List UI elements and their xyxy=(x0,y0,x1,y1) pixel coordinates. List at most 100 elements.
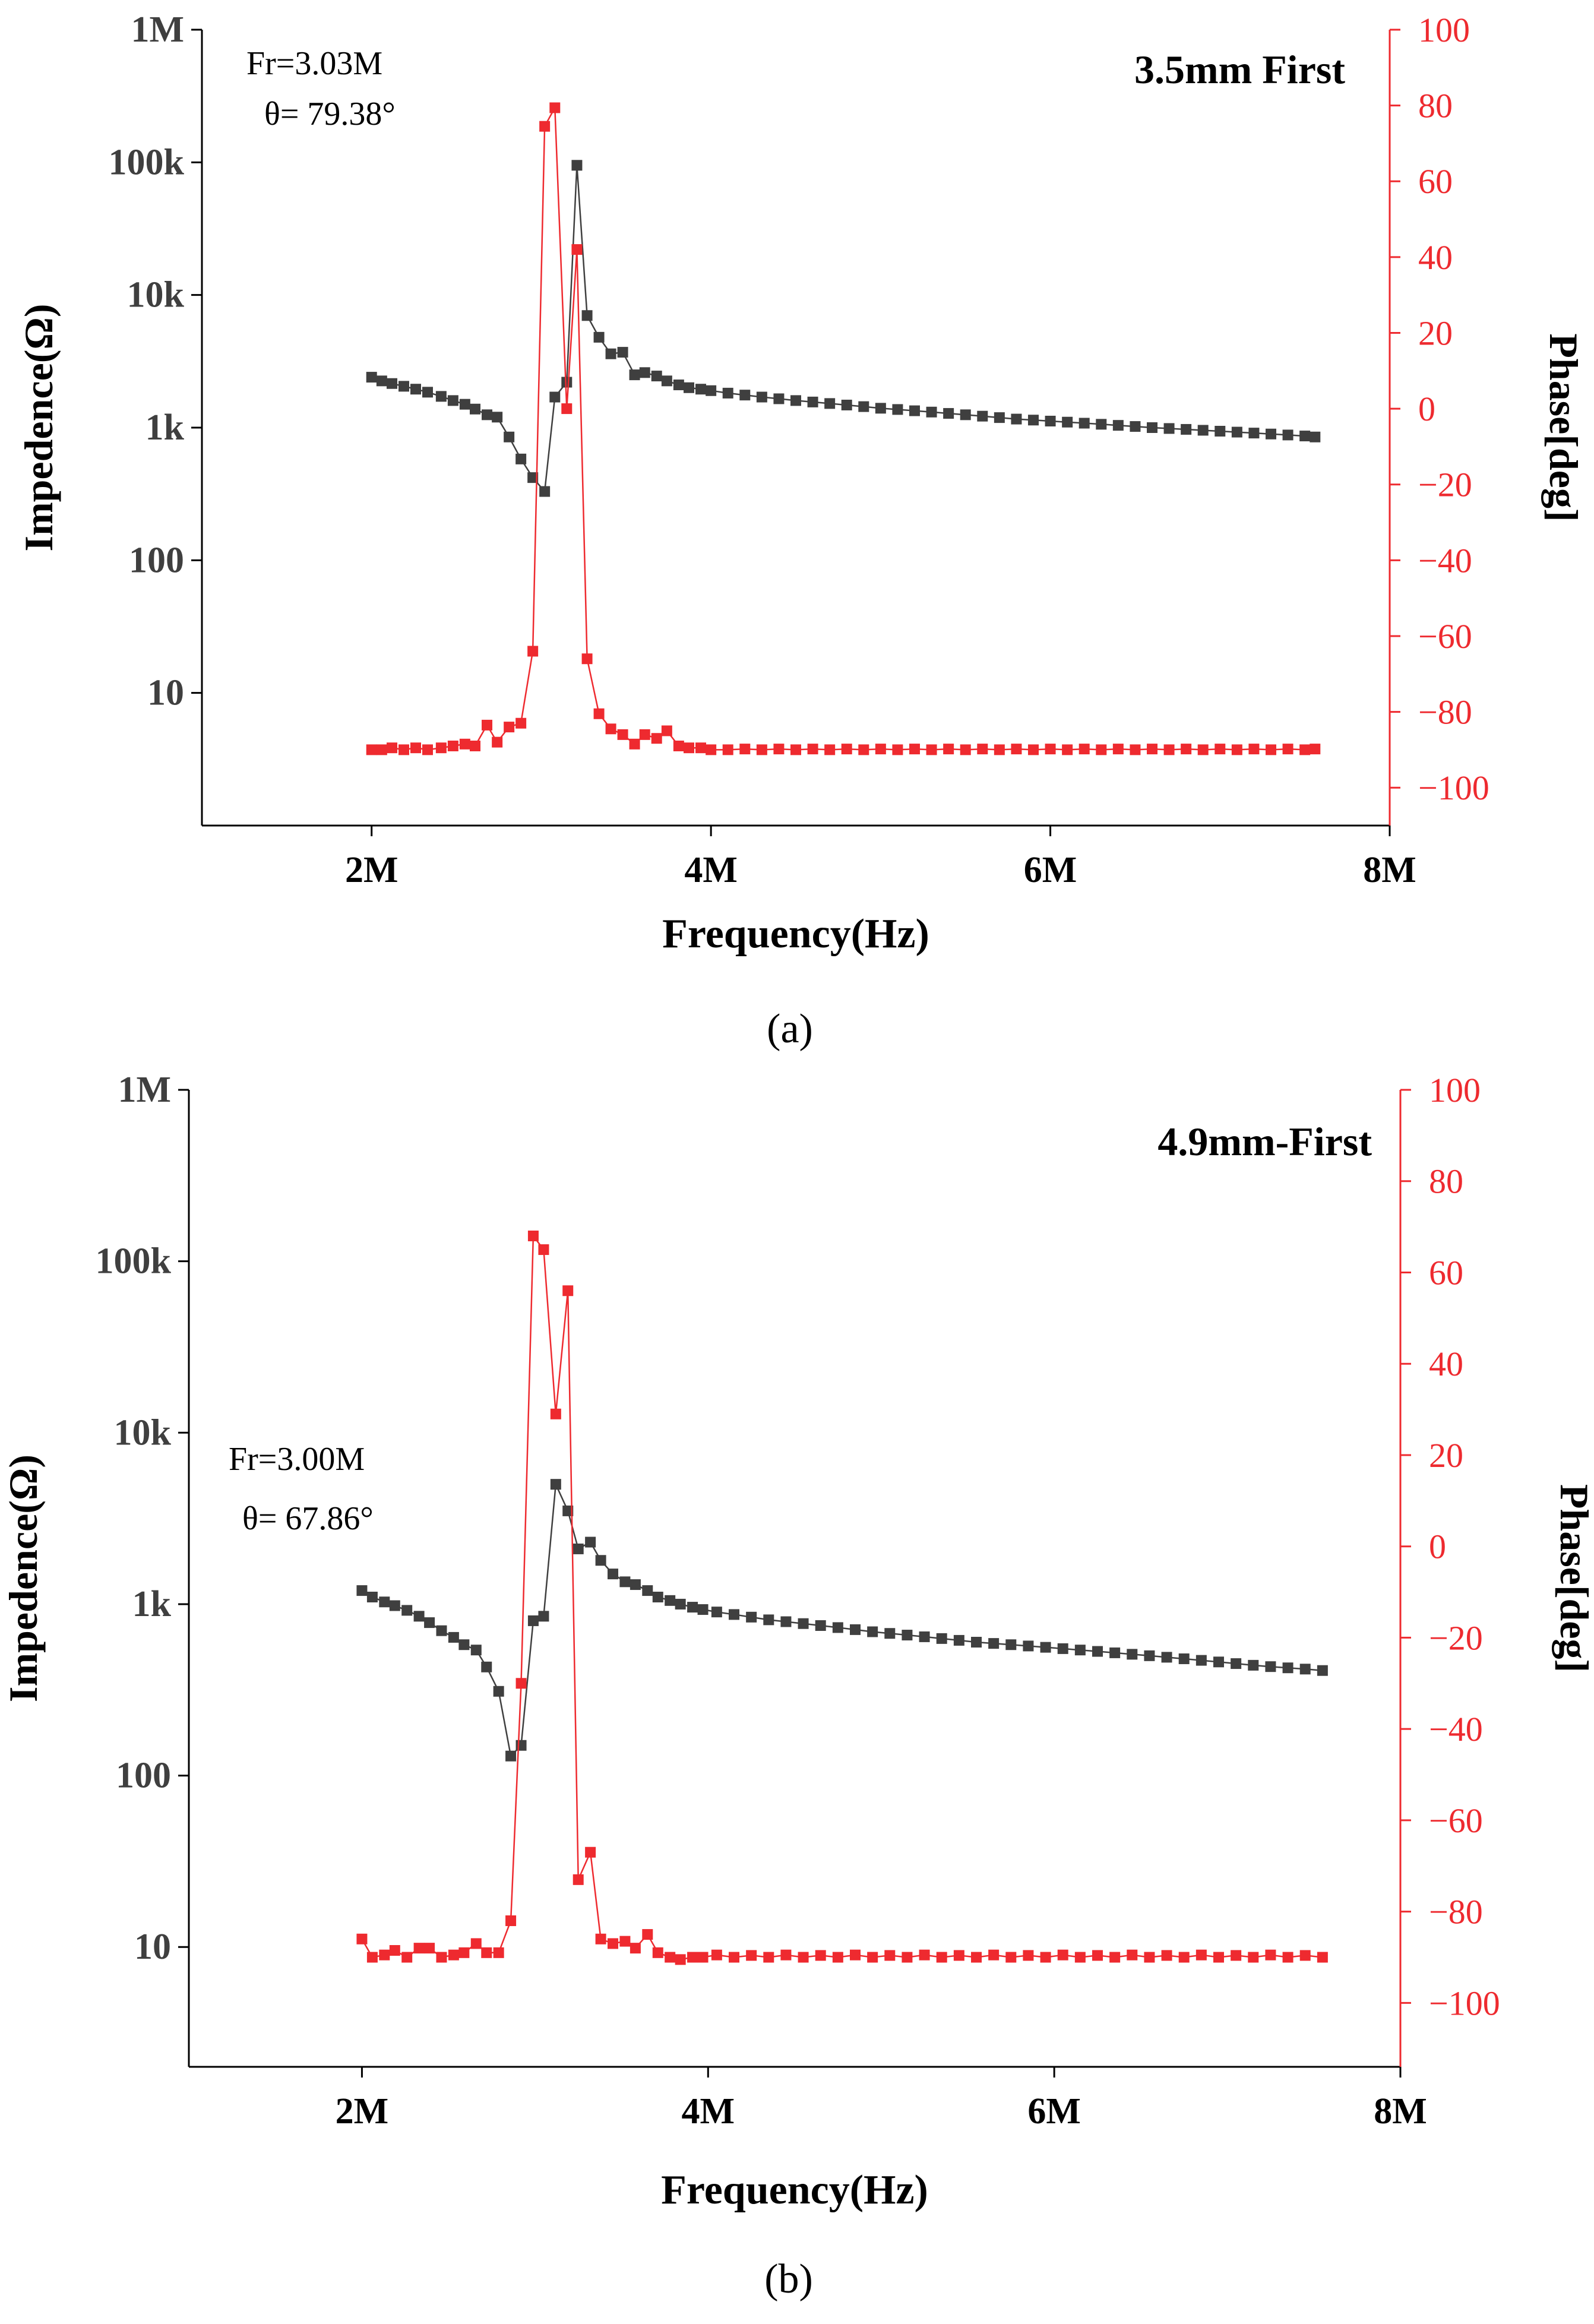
y-right-axis-label: Phase[deg] xyxy=(1541,333,1586,521)
impedance-data-point xyxy=(1282,1662,1293,1674)
impedance-data-point xyxy=(1127,1649,1138,1660)
phase-data-point xyxy=(470,741,480,751)
phase-data-point xyxy=(630,1943,641,1954)
impedance-data-point xyxy=(875,403,886,414)
y-left-tick-label: 1k xyxy=(132,1584,172,1624)
impedance-data-point xyxy=(356,1585,368,1596)
impedance-data-point xyxy=(763,1614,774,1626)
impedance-data-point xyxy=(892,404,903,415)
phase-data-point xyxy=(1282,1952,1293,1963)
impedance-data-point xyxy=(780,1616,792,1627)
x-tick-label: 4M xyxy=(684,850,738,890)
impedance-data-point xyxy=(665,1595,676,1606)
phase-data-point xyxy=(482,719,492,731)
impedance-data-point xyxy=(515,1740,527,1751)
phase-data-point xyxy=(413,1943,425,1954)
chart-panel-a: 2M 4M 6M 8M 10 100 1k 10k 100k 1M 100 80 60 40 20 0 −20 −… xyxy=(16,10,1586,1052)
phase-data-point xyxy=(695,742,706,754)
phase-data-point xyxy=(1215,744,1226,755)
phase-data-point xyxy=(595,1933,606,1944)
impedance-data-point xyxy=(1178,1653,1190,1664)
impedance-data-point xyxy=(629,369,640,381)
phase-data-point xyxy=(1178,1952,1190,1963)
y-left-tick-label: 100 xyxy=(129,540,184,580)
impedance-data-point xyxy=(630,1579,641,1591)
phase-data-point xyxy=(505,1915,517,1927)
y-right-tick-label: −60 xyxy=(1418,617,1472,656)
impedance-data-point xyxy=(1299,1664,1311,1675)
phase-data-point xyxy=(1130,744,1141,755)
phase-data-point xyxy=(515,1678,527,1689)
phase-data-point xyxy=(571,244,583,255)
impedance-data-point xyxy=(953,1634,964,1646)
phase-data-point xyxy=(1181,744,1192,755)
phase-data-point xyxy=(1147,744,1157,755)
impedance-data-point xyxy=(1231,1658,1242,1670)
phase-data-point xyxy=(1161,1950,1172,1961)
phase-data-point xyxy=(619,1936,631,1947)
y-right-tick-label: 40 xyxy=(1429,1345,1463,1383)
impedance-data-point xyxy=(527,472,539,483)
impedance-data-point xyxy=(447,395,458,406)
impedance-data-point xyxy=(884,1628,896,1639)
phase-data-point xyxy=(773,744,785,755)
phase-data-point xyxy=(1096,744,1107,755)
impedance-data-point xyxy=(366,372,377,383)
impedance-data-point xyxy=(1079,418,1090,429)
resonance-frequency-annotation: Fr=3.03M xyxy=(246,45,382,82)
impedance-data-point xyxy=(798,1618,809,1629)
phase-data-point xyxy=(988,1949,1000,1961)
phase-data-point xyxy=(527,646,539,657)
phase-data-point xyxy=(841,744,852,755)
impedance-data-point xyxy=(436,1625,447,1636)
y-right-tick-label: −20 xyxy=(1429,1618,1483,1657)
impedance-data-point xyxy=(642,1585,653,1596)
impedance-data-point xyxy=(1163,423,1175,434)
impedance-data-point xyxy=(773,393,785,404)
phase-data-point xyxy=(652,1947,663,1958)
phase-data-point xyxy=(953,1950,964,1961)
impedance-data-point xyxy=(841,399,852,410)
y-left-axis-label: Impedence(Ω) xyxy=(1,1455,46,1702)
y-left-tick-label: 100 xyxy=(116,1756,171,1796)
impedance-data-point xyxy=(504,431,515,442)
impedance-data-point xyxy=(1181,423,1192,435)
x-tick-label: 4M xyxy=(682,2091,735,2132)
impedance-data-point xyxy=(695,384,706,395)
impedance-data-point xyxy=(585,1536,596,1548)
impedance-data-point xyxy=(1109,1647,1121,1658)
phase-angle-annotation: θ= 79.38° xyxy=(264,96,396,132)
impedance-data-point xyxy=(1144,1650,1155,1661)
impedance-data-point xyxy=(832,1622,843,1633)
phase-data-point xyxy=(398,744,409,755)
phase-data-point xyxy=(376,744,387,755)
phase-data-point xyxy=(585,1846,596,1858)
phase-data-point xyxy=(410,742,421,754)
impedance-data-point xyxy=(379,1596,390,1608)
impedance-data-point xyxy=(902,1630,913,1641)
impedance-data-point xyxy=(971,1636,982,1648)
impedance-data-point xyxy=(608,1569,618,1580)
impedance-data-point xyxy=(459,399,470,410)
impedance-data-point xyxy=(458,1639,470,1650)
phase-data-point xyxy=(850,1949,861,1961)
y-left-tick-label: 1k xyxy=(146,407,185,448)
impedance-data-point xyxy=(1112,420,1124,431)
impedance-data-point xyxy=(562,1505,574,1516)
impedance-data-point xyxy=(1023,1640,1034,1652)
phase-data-point xyxy=(1079,744,1090,755)
y-right-tick-label: −80 xyxy=(1429,1893,1483,1931)
x-tick-label: 8M xyxy=(1363,850,1416,890)
phase-data-point xyxy=(1265,1949,1276,1961)
x-tick-label: 6M xyxy=(1024,850,1077,890)
impedance-data-point xyxy=(505,1750,517,1762)
phase-data-point xyxy=(943,744,954,755)
phase-data-point xyxy=(639,729,650,740)
impedance-data-point xyxy=(1005,1639,1017,1650)
phase-data-point xyxy=(593,708,605,719)
phase-data-point xyxy=(1109,1952,1121,1963)
impedance-data-point xyxy=(722,387,733,399)
y-right-tick-label: 20 xyxy=(1418,314,1453,352)
impedance-data-point xyxy=(706,385,717,396)
impedance-data-point xyxy=(673,380,684,391)
